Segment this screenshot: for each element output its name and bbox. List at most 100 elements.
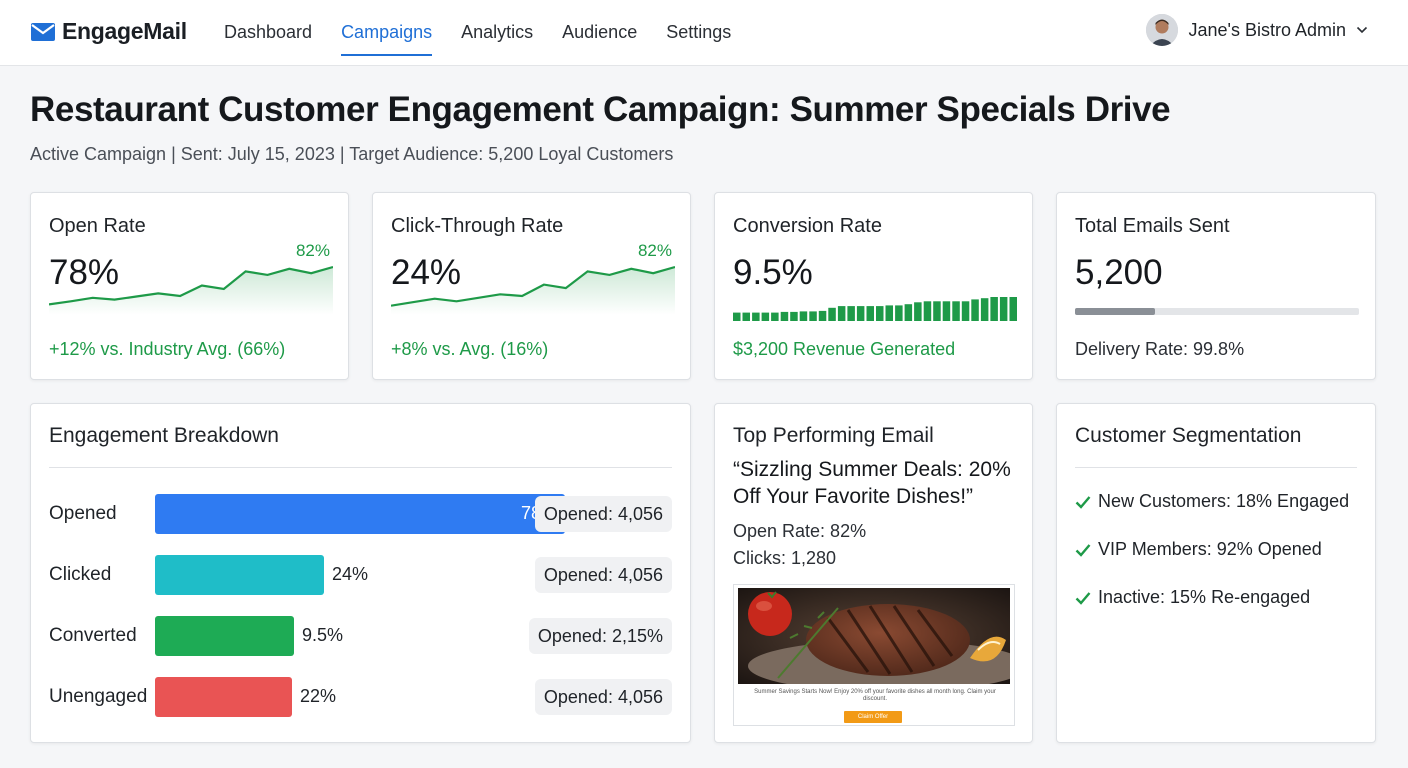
section-title: Top Performing Email — [733, 424, 934, 447]
email-clicks: Clicks: 1,280 — [733, 548, 837, 568]
sparkline-line — [391, 265, 675, 307]
emails-sent-card: Total Emails Sent 5,200 Delivery Rate: 9… — [1056, 192, 1376, 380]
segment-vip-members: VIP Members: 92% Opened — [1075, 539, 1322, 560]
conversion-rate-card: Conversion Rate 9.5% $3,200 Revenue Gene… — [714, 192, 1033, 380]
email-subject: “Sizzling Summer Deals: 20% Off Your Fav… — [733, 458, 1011, 508]
breakdown-bar — [155, 616, 294, 656]
conversion-bar — [904, 304, 913, 321]
conversion-bar-chart — [733, 297, 1017, 321]
open-rate-sparkline — [49, 265, 333, 315]
ctr-card: Click-Through Rate 24% 82% +8% vs. Avg. … — [372, 192, 691, 380]
conversion-bar — [980, 298, 989, 321]
revenue-generated: $3,200 Revenue Generated — [733, 339, 956, 359]
avatar — [1146, 14, 1179, 46]
open-rate-card: Open Rate 78% 82% +12% vs. Industry Avg.… — [30, 192, 349, 380]
breakdown-bar — [155, 494, 565, 534]
conversion-bar — [895, 305, 903, 321]
app-logo[interactable]: EngageMail — [30, 18, 187, 45]
segment-inactive: Inactive: 15% Re-engaged — [1075, 587, 1310, 608]
conversion-bar — [990, 297, 998, 321]
conversion-bar — [1009, 297, 1017, 321]
conversion-bar — [876, 306, 884, 321]
kpi-value: 24% — [391, 253, 462, 292]
nav-analytics[interactable]: Analytics — [461, 22, 534, 42]
section-title: Customer Segmentation — [1075, 424, 1302, 447]
conversion-bar — [790, 311, 798, 321]
conversion-bar — [771, 312, 779, 321]
segment-text: Inactive: 15% Re-engaged — [1098, 587, 1311, 607]
sparkline-peak-label: 82% — [637, 241, 672, 260]
kpi-value: 5,200 — [1075, 253, 1163, 292]
email-preview-thumbnail[interactable]: Summer Savings Starts Now! Enjoy 20% off… — [733, 584, 1015, 726]
kpi-value: 9.5% — [733, 253, 813, 292]
conversion-bar — [942, 301, 951, 321]
conversion-bar — [818, 310, 827, 321]
divider — [49, 467, 672, 468]
sparkline-peak-label: 82% — [295, 241, 330, 260]
breakdown-count-pill: Opened: 2,15% — [528, 618, 672, 654]
breakdown-label: Unengaged — [49, 686, 148, 707]
breakdown-label: Converted — [49, 625, 137, 646]
email-open-rate: Open Rate: 82% — [733, 521, 867, 541]
breakdown-percent: 9.5% — [302, 625, 344, 645]
user-name: Jane's Bistro Admin — [1188, 19, 1346, 40]
checkmark-icon — [1075, 543, 1091, 557]
segment-text: VIP Members: 92% Opened — [1098, 539, 1322, 559]
breakdown-percent: 22% — [300, 686, 337, 706]
nav-audience[interactable]: Audience — [562, 22, 638, 42]
conversion-bar — [923, 301, 932, 321]
top-email-card: Top Performing Email “Sizzling Summer De… — [714, 403, 1033, 743]
mail-envelope-icon — [31, 22, 55, 41]
campaign-meta: Active Campaign | Sent: July 15, 2023 | … — [30, 144, 674, 164]
breakdown-count-pill: Opened: 4,056 — [534, 679, 672, 715]
kpi-comparison: +8% vs. Avg. (16%) — [391, 339, 549, 359]
delivery-progress-fill — [1075, 308, 1155, 315]
page-title: Restaurant Customer Engagement Campaign:… — [30, 90, 1171, 129]
claim-offer-button[interactable]: Claim Offer — [844, 711, 902, 723]
divider — [1075, 467, 1357, 468]
conversion-bar — [828, 307, 836, 321]
conversion-bar — [837, 306, 846, 321]
nav-campaigns[interactable]: Campaigns — [341, 0, 433, 66]
kpi-label: Click-Through Rate — [391, 215, 564, 237]
breakdown-label: Opened — [49, 503, 117, 524]
delivery-progress-track — [1075, 308, 1359, 315]
breakdown-label: Clicked — [49, 564, 112, 585]
user-menu[interactable]: Jane's Bistro Admin — [1146, 14, 1368, 46]
conversion-bar — [971, 299, 979, 321]
kpi-label: Open Rate — [49, 215, 146, 237]
checkmark-icon — [1075, 591, 1091, 605]
main-nav: Dashboard Campaigns Analytics Audience S… — [224, 0, 731, 66]
conversion-bar — [866, 306, 874, 321]
breakdown-count-pill: Opened: 4,056 — [534, 496, 672, 532]
segment-text: New Customers: 18% Engaged — [1098, 491, 1350, 511]
email-preview-caption: Summer Savings Starts Now! Enjoy 20% off… — [754, 689, 996, 702]
conversion-bar — [856, 306, 865, 321]
top-navigation-bar: EngageMail Dashboard Campaigns Analytics… — [0, 0, 1408, 66]
app-name: EngageMail — [62, 18, 187, 44]
ctr-sparkline — [391, 265, 675, 315]
segment-new-customers: New Customers: 18% Engaged — [1075, 491, 1349, 512]
conversion-bar — [952, 301, 960, 321]
conversion-bar — [799, 311, 808, 321]
chevron-down-icon — [1356, 26, 1368, 34]
steak-photo — [738, 588, 1010, 684]
conversion-bar — [752, 312, 760, 321]
conversion-bar — [780, 311, 789, 321]
engagement-breakdown-card: Engagement Breakdown Opened78%Opened: 4,… — [30, 403, 691, 743]
section-title: Engagement Breakdown — [49, 424, 279, 447]
conversion-bar — [733, 312, 741, 321]
conversion-bar — [742, 312, 750, 321]
kpi-label: Conversion Rate — [733, 215, 882, 237]
kpi-comparison: +12% vs. Industry Avg. (66%) — [49, 339, 286, 359]
breakdown-count-pill: Opened: 4,056 — [534, 557, 672, 593]
conversion-bar — [999, 297, 1008, 321]
conversion-bar — [847, 306, 855, 321]
nav-settings[interactable]: Settings — [666, 22, 732, 42]
breakdown-percent: 24% — [332, 564, 369, 584]
conversion-bar — [809, 311, 817, 321]
conversion-bar — [961, 301, 970, 321]
kpi-label: Total Emails Sent — [1075, 215, 1230, 237]
breakdown-bar — [155, 555, 324, 595]
nav-dashboard[interactable]: Dashboard — [224, 22, 313, 42]
